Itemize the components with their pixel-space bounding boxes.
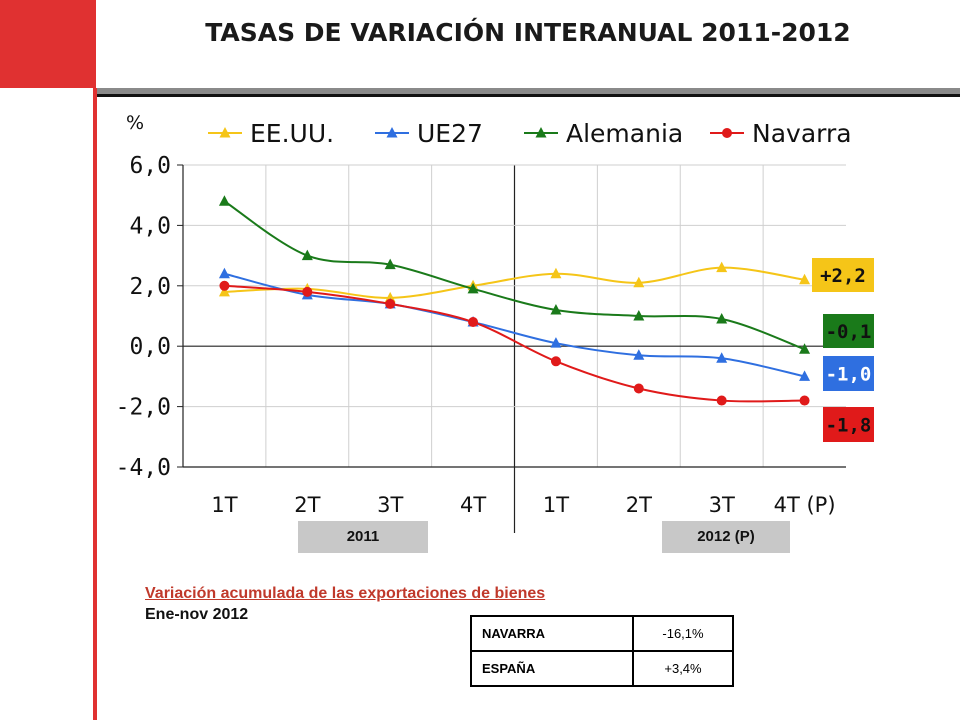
data-point-ue27: [716, 352, 728, 363]
series-line-navarra: [224, 284, 805, 403]
year-label-2011: 2011: [298, 521, 428, 553]
data-point-alemania: [467, 282, 479, 294]
end-value-box-ue27: [823, 356, 874, 391]
page-title: TASAS DE VARIACIÓN INTERANUAL 2011-2012: [205, 18, 851, 47]
row-value-navarra: -16,1%: [632, 615, 734, 652]
data-point-alemania: [550, 303, 562, 315]
data-point-alemania: [799, 343, 811, 354]
end-value-box-eeuu: [812, 258, 874, 292]
x-tick-label: 4T: [460, 493, 486, 517]
year-label-2012: 2012 (P): [662, 521, 790, 553]
data-point-ue27: [218, 267, 230, 279]
data-point-eeuu: [716, 261, 728, 273]
y-tick-label: 0,0: [129, 334, 171, 360]
y-tick-label: -2,0: [116, 395, 171, 421]
data-point-navarra: [716, 395, 727, 406]
legend-marker-eeuu: [219, 127, 231, 138]
legend-label-navarra: Navarra: [752, 119, 852, 148]
exports-table: NAVARRA -16,1% ESPAÑA +3,4%: [470, 615, 734, 687]
row-value-espana: +3,4%: [632, 650, 734, 687]
series-line-ue27: [224, 272, 805, 378]
data-point-navarra: [219, 280, 230, 291]
header-accent-block: [0, 0, 96, 88]
line-chart: 6,0 4,0 2,0 0,0 -2,0 -4,0 1T 2T 3T 4T 1T 2T 3T 4T (P)…: [116, 112, 874, 533]
data-point-alemania: [716, 313, 728, 324]
x-tick-label: 3T: [377, 493, 403, 517]
end-value-label-navarra: -1,8: [826, 415, 872, 437]
data-point-navarra: [799, 395, 810, 406]
data-point-alemania: [301, 249, 313, 261]
table-row: NAVARRA -16,1%: [470, 615, 734, 652]
end-value-box-navarra: [823, 407, 874, 442]
y-tick-label: 4,0: [129, 213, 171, 239]
end-value-label-ue27: -1,0: [826, 364, 872, 386]
data-point-ue27: [799, 370, 811, 381]
end-value-box-alemania: [823, 314, 874, 348]
data-point-alemania: [384, 258, 396, 270]
exports-period: Ene-nov 2012: [145, 606, 249, 623]
data-point-eeuu: [799, 273, 811, 285]
y-tick-label: 2,0: [129, 274, 171, 300]
data-point-navarra: [633, 383, 644, 394]
data-point-eeuu: [633, 276, 645, 288]
x-tick-label: 2T: [626, 493, 652, 517]
data-point-alemania: [633, 310, 645, 321]
end-value-label-eeuu: +2,2: [820, 265, 866, 287]
legend-marker-navarra: [722, 128, 732, 138]
end-value-label-alemania: -0,1: [826, 321, 872, 343]
legend-marker-alemania: [535, 127, 547, 138]
x-tick-label: 1T: [543, 493, 569, 517]
table-row: ESPAÑA +3,4%: [470, 650, 734, 687]
x-tick-label: 1T: [211, 493, 237, 517]
row-label-espana: ESPAÑA: [470, 650, 634, 687]
legend-label-alemania: Alemania: [566, 119, 683, 148]
data-point-eeuu: [550, 267, 562, 279]
data-point-ue27: [550, 337, 562, 348]
header-divider-line: [96, 94, 960, 97]
data-point-alemania: [218, 195, 230, 206]
y-tick-label: 6,0: [129, 153, 171, 179]
data-point-navarra: [385, 298, 396, 309]
data-point-ue27: [633, 349, 645, 360]
data-point-navarra: [468, 317, 479, 328]
exports-heading: Variación acumulada de las exportaciones…: [145, 585, 546, 602]
x-tick-label: 2T: [294, 493, 320, 517]
x-tick-label: 3T: [709, 493, 735, 517]
data-point-eeuu: [218, 285, 230, 297]
header-divider: [96, 88, 960, 94]
y-axis-label: %: [126, 112, 144, 134]
series-line-eeuu: [224, 266, 805, 299]
data-point-navarra: [550, 356, 561, 367]
data-point-navarra: [302, 286, 313, 297]
left-accent-line: [93, 88, 97, 720]
y-tick-label: -4,0: [116, 455, 171, 481]
legend-label-ue27: UE27: [417, 119, 483, 148]
legend-label-eeuu: EE.UU.: [250, 119, 334, 148]
x-tick-label: 4T (P): [774, 493, 836, 517]
legend-marker-ue27: [386, 127, 398, 138]
row-label-navarra: NAVARRA: [470, 615, 634, 652]
